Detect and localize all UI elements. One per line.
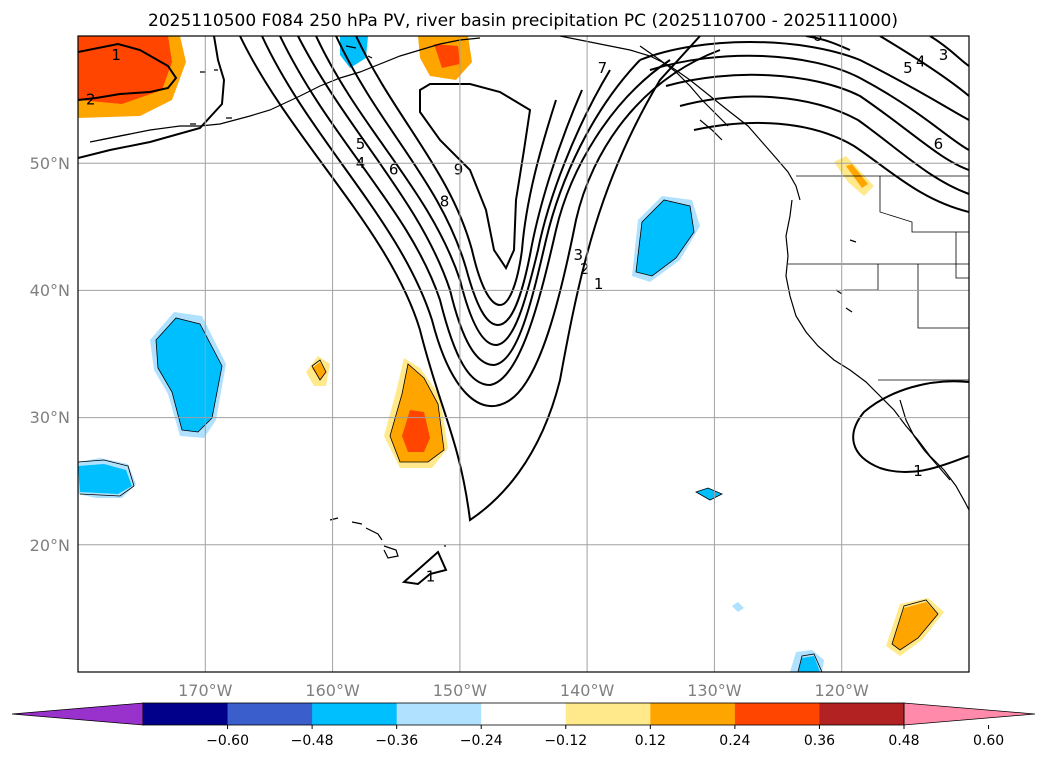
pv-contour (78, 42, 178, 101)
pv-contour (665, 73, 969, 171)
shade-red-top (434, 44, 460, 68)
lat-label-40n: 40°N (30, 281, 70, 300)
colorbar-tick-label: −0.60 (206, 733, 249, 749)
colorbar-extend-max (903, 702, 1036, 726)
pv-contour (239, 36, 701, 522)
pv-contour (929, 36, 969, 67)
colorbar-tick-label: 0.24 (719, 733, 750, 749)
pv-contour-label: 1 (111, 46, 121, 64)
pv-contour-label: 2 (580, 260, 590, 278)
colorbar-tick-label: −0.12 (544, 733, 587, 749)
colorbar-segment (312, 703, 398, 725)
lon-label-120w: 120°W (815, 681, 870, 700)
map-frame (77, 35, 970, 673)
lon-label-150w: 150°W (433, 681, 488, 700)
latitude-labels: 50°N 40°N 30°N 20°N (30, 154, 70, 555)
colorbar-tick-label: 0.36 (804, 733, 835, 749)
pv-contour-label: 6 (934, 135, 944, 153)
pv-contour-label: 1 (594, 275, 604, 293)
shade-red-153w (402, 410, 430, 452)
colorbar-tick-label: 0.48 (888, 733, 919, 749)
colorbar-extend-min (11, 702, 144, 726)
pv-contour-label: 2 (86, 91, 96, 109)
pv-contour (401, 550, 448, 586)
pv-contour (297, 36, 641, 367)
pv-contour-label: 4 (916, 52, 926, 70)
pv-contour-label: 6 (813, 27, 823, 45)
colorbar-tick-label: −0.48 (291, 733, 334, 749)
pv-contour (805, 36, 851, 51)
lat-label-50n: 50°N (30, 154, 70, 173)
pv-contour (315, 36, 611, 347)
lat-label-20n: 20°N (30, 536, 70, 555)
pv-contour-label: 3 (573, 246, 583, 264)
pv-contour (852, 380, 969, 473)
colorbar-segment (565, 703, 651, 725)
colorbar-tick-label: −0.36 (375, 733, 418, 749)
shade-orange-bottom-core (892, 602, 938, 650)
longitude-labels: 170°W 160°W 150°W 140°W 130°W 120°W (178, 681, 869, 700)
pv-contour-label: 8 (440, 192, 450, 210)
gridlines (78, 36, 969, 672)
pv-contour-label: 6 (389, 161, 399, 179)
colorbar-segment (227, 703, 313, 725)
lon-label-170w: 170°W (178, 681, 233, 700)
pv-contour (649, 54, 969, 151)
shade-blue-npac-core (636, 200, 694, 276)
pv-contour (261, 36, 721, 407)
colorbar: −0.60 −0.48 −0.36 −0.24 −0.12 0.12 0.24 0.36 0.4… (11, 702, 1036, 749)
borders (788, 175, 969, 381)
pv-contours (78, 36, 969, 586)
pv-contour-label: 5 (356, 135, 366, 153)
pv-contour-label: 1 (913, 462, 923, 480)
pv-contour (279, 36, 671, 387)
pv-contour-label: 7 (598, 59, 608, 77)
map-background (78, 36, 969, 672)
pv-contour (335, 36, 583, 327)
colorbar-tick-label: −0.24 (460, 733, 503, 749)
pv-contour (639, 41, 969, 121)
shade-orange-161w-core (312, 362, 326, 380)
figure-title: 2025110500 F084 250 hPa PV, river basin … (148, 11, 898, 31)
lon-label-140w: 140°W (560, 681, 615, 700)
colorbar-segment (396, 703, 482, 725)
colorbar-segment (819, 703, 905, 725)
pv-contour (419, 83, 532, 271)
lat-label-30n: 30°N (30, 408, 70, 427)
shade-blue-left-core (78, 464, 132, 494)
colorbar-tick-label: 0.12 (635, 733, 666, 749)
colorbar-frame (142, 702, 905, 726)
colorbar-segment (734, 703, 820, 725)
pv-contour-label: 3 (939, 46, 949, 64)
colorbar-segment (143, 703, 229, 725)
colorbar-tick-label: 0.60 (973, 733, 1004, 749)
pv-contour (679, 95, 969, 195)
pv-contour (693, 121, 969, 213)
colorbar-segment (481, 703, 567, 725)
lon-label-130w: 130°W (687, 681, 742, 700)
pv-contour (355, 36, 557, 307)
shade-red-tl (78, 36, 172, 104)
lon-label-160w: 160°W (305, 681, 360, 700)
shade-blue-bottom-core (798, 656, 820, 672)
shade-blue-128w (732, 602, 744, 612)
pv-contour (78, 36, 226, 159)
pv-contour-label: 1 (426, 568, 436, 586)
pv-contour-label: 5 (903, 59, 913, 77)
pv-contour (879, 36, 969, 97)
colorbar-segment (650, 703, 736, 725)
pv-contour-label: 9 (454, 161, 464, 179)
